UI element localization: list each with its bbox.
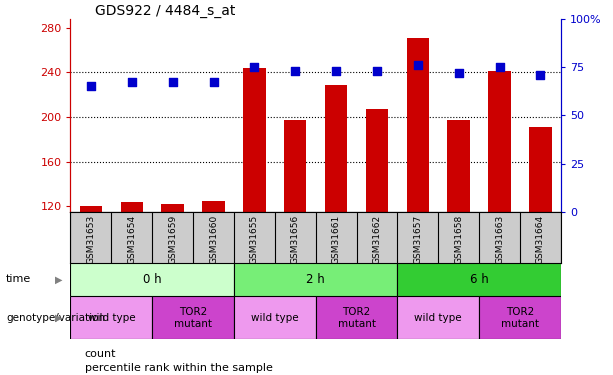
Bar [161, 204, 184, 212]
Bar [489, 71, 511, 212]
Text: GSM31660: GSM31660 [209, 214, 218, 264]
Bar [447, 120, 470, 212]
Bar [80, 206, 102, 212]
Text: GSM31659: GSM31659 [168, 214, 177, 264]
Bar [121, 202, 143, 212]
Bar [397, 262, 561, 296]
Bar [70, 296, 152, 339]
Bar [70, 262, 234, 296]
Point [372, 68, 382, 74]
Text: percentile rank within the sample: percentile rank within the sample [85, 363, 272, 373]
Bar [284, 120, 306, 212]
Text: GSM31658: GSM31658 [454, 214, 463, 264]
Point [208, 80, 218, 86]
Bar [406, 38, 429, 212]
Point [536, 72, 546, 78]
Text: wild type: wild type [251, 313, 299, 323]
Bar [479, 296, 561, 339]
Bar [202, 201, 225, 212]
Text: 0 h: 0 h [143, 273, 162, 286]
Text: TOR2
mutant: TOR2 mutant [501, 307, 539, 328]
Text: TOR2
mutant: TOR2 mutant [338, 307, 376, 328]
Text: wild type: wild type [88, 313, 135, 323]
Text: GSM31662: GSM31662 [373, 214, 381, 264]
Text: GSM31657: GSM31657 [413, 214, 422, 264]
Bar [152, 296, 234, 339]
Text: 6 h: 6 h [470, 273, 489, 286]
Text: GDS922 / 4484_s_at: GDS922 / 4484_s_at [95, 4, 235, 18]
Text: GSM31653: GSM31653 [86, 214, 96, 264]
Bar [243, 68, 265, 212]
Bar [366, 109, 388, 212]
Point [495, 64, 504, 70]
Point [168, 80, 178, 86]
Text: GSM31654: GSM31654 [128, 214, 136, 264]
Point [86, 83, 96, 89]
Bar [529, 127, 552, 212]
Point [454, 70, 463, 76]
Text: 2 h: 2 h [306, 273, 325, 286]
Bar [234, 296, 316, 339]
Text: genotype/variation: genotype/variation [6, 313, 105, 323]
Text: GSM31663: GSM31663 [495, 214, 504, 264]
Text: ▶: ▶ [55, 313, 62, 323]
Text: wild type: wild type [414, 313, 462, 323]
Point [127, 80, 137, 86]
Text: GSM31661: GSM31661 [332, 214, 341, 264]
Text: TOR2
mutant: TOR2 mutant [174, 307, 212, 328]
Point [413, 62, 423, 68]
Text: GSM31655: GSM31655 [250, 214, 259, 264]
Text: time: time [6, 274, 31, 284]
Text: GSM31664: GSM31664 [536, 214, 545, 264]
Text: GSM31656: GSM31656 [291, 214, 300, 264]
Bar [316, 296, 397, 339]
Text: ▶: ▶ [55, 274, 62, 284]
Bar [325, 85, 348, 212]
Text: count: count [85, 350, 116, 359]
Point [331, 68, 341, 74]
Point [291, 68, 300, 74]
Bar [397, 296, 479, 339]
Bar [234, 262, 397, 296]
Point [249, 64, 259, 70]
